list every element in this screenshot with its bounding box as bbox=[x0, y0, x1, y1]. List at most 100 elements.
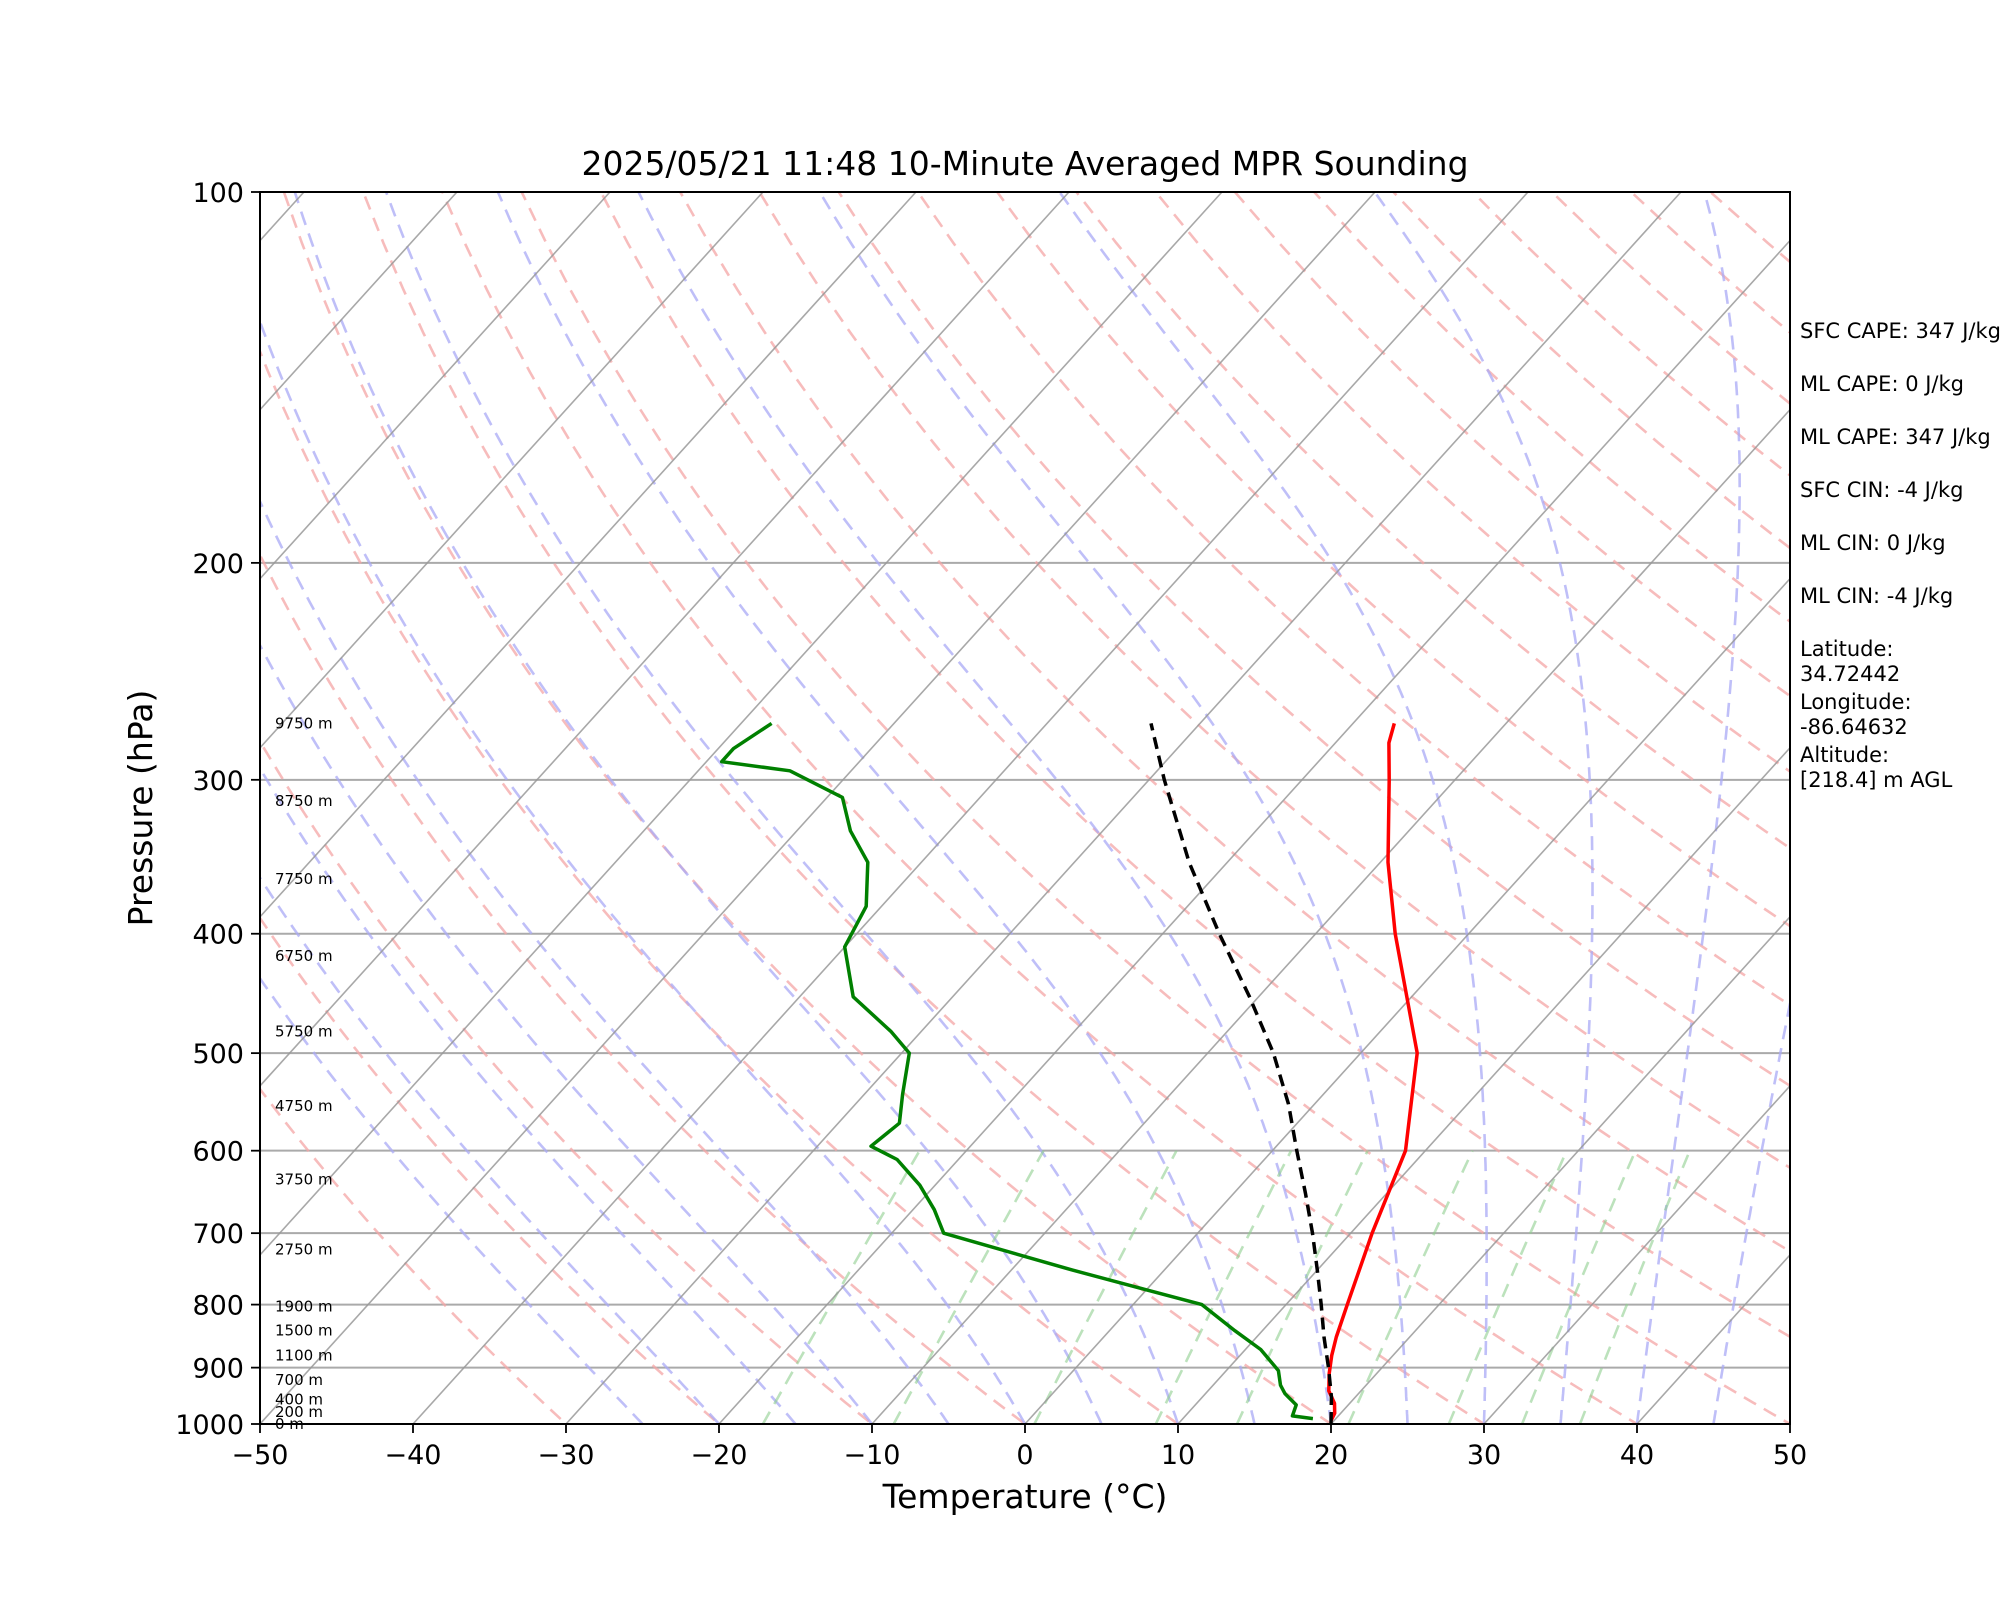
dry-adiabat-line bbox=[260, 1087, 568, 1424]
info-annotation: SFC CAPE: 347 J/kg bbox=[1800, 319, 2000, 343]
info-annotation: ML CAPE: 347 J/kg bbox=[1800, 425, 1991, 449]
isotherm-line bbox=[412, 192, 1529, 1424]
info-annotation: ML CIN: -4 J/kg bbox=[1800, 584, 1953, 608]
info-annotation: ML CAPE: 0 J/kg bbox=[1800, 372, 1964, 396]
moist-adiabat-line bbox=[1373, 192, 1594, 1424]
y-axis: 100 200 300 400 500 600 700 800 900 1000 bbox=[175, 178, 260, 1441]
info-annotation: ML CIN: 0 J/kg bbox=[1800, 531, 1946, 555]
dry-adiabats bbox=[260, 192, 1790, 1424]
dry-adiabat-line bbox=[837, 192, 1790, 1088]
x-tick-label: 0 bbox=[1016, 1440, 1033, 1471]
height-label: 700 m bbox=[275, 1371, 323, 1389]
y-tick-label: 400 bbox=[192, 920, 244, 951]
isotherms bbox=[260, 192, 1790, 1424]
moist-adiabat-line bbox=[1635, 192, 1742, 1424]
y-tick-label: 300 bbox=[192, 766, 244, 797]
isotherm-line bbox=[260, 192, 458, 411]
plot-area bbox=[260, 192, 1790, 1424]
x-tick-label: −20 bbox=[691, 1440, 748, 1471]
moist-adiabat-line bbox=[260, 498, 950, 1424]
isotherm-line bbox=[260, 192, 1376, 1424]
height-label: 200 m bbox=[275, 1403, 323, 1421]
x-tick-label: −30 bbox=[538, 1440, 595, 1471]
chart-title: 2025/05/21 11:48 10-Minute Averaged MPR … bbox=[581, 144, 1468, 183]
mixing-ratio-line bbox=[761, 1150, 921, 1424]
moist-adiabat-line bbox=[260, 642, 874, 1424]
isotherm-line bbox=[260, 192, 917, 919]
dry-adiabat-line bbox=[260, 552, 1028, 1424]
moist-adiabats bbox=[260, 192, 1790, 1424]
dry-adiabat-line bbox=[282, 192, 1334, 1424]
height-label: 5750 m bbox=[275, 1022, 333, 1040]
dry-adiabat-line bbox=[260, 738, 875, 1424]
x-tick-label: −40 bbox=[385, 1440, 442, 1471]
moist-adiabat-line bbox=[637, 192, 1333, 1424]
isotherm-line bbox=[1483, 1084, 1790, 1424]
sounding-series bbox=[719, 721, 1419, 1424]
mixing-ratio-line bbox=[1033, 1150, 1178, 1424]
isotherm-line bbox=[260, 192, 1223, 1257]
info-annotation: Altitude: [218.4] m AGL bbox=[1800, 743, 1953, 792]
moist-adiabat-line bbox=[818, 192, 1409, 1424]
mixing-ratio-line bbox=[1154, 1150, 1293, 1424]
sounding-info-panel: SFC CAPE: 347 J/kg ML CAPE: 0 J/kg ML CAPE… bbox=[1800, 319, 2000, 792]
moist-adiabat-line bbox=[260, 875, 720, 1424]
height-label: 8750 m bbox=[275, 792, 333, 810]
isotherm-line bbox=[718, 239, 1790, 1424]
y-axis-title: Pressure (hPa) bbox=[121, 690, 160, 927]
y-tick-label: 200 bbox=[192, 549, 244, 580]
x-tick-label: 40 bbox=[1620, 1440, 1654, 1471]
height-label: 4750 m bbox=[275, 1097, 333, 1115]
mixing-ratio-line bbox=[892, 1150, 1045, 1424]
info-annotation: Longitude: -86.64632 bbox=[1800, 690, 1912, 739]
dry-adiabat-line bbox=[361, 192, 1487, 1424]
x-tick-label: 50 bbox=[1773, 1440, 1807, 1471]
height-label: 7750 m bbox=[275, 870, 333, 888]
isotherm-line bbox=[1330, 915, 1790, 1424]
height-label: 9750 m bbox=[275, 714, 333, 732]
height-label: 6750 m bbox=[275, 947, 333, 965]
moist-adiabat-line bbox=[496, 192, 1256, 1424]
y-tick-label: 1000 bbox=[175, 1410, 244, 1441]
temperature-line bbox=[1327, 722, 1419, 1422]
mixing-ratio-line bbox=[1520, 1150, 1637, 1424]
y-tick-label: 500 bbox=[192, 1039, 244, 1070]
height-label: 1900 m bbox=[275, 1298, 333, 1316]
x-tick-label: −10 bbox=[844, 1440, 901, 1471]
isotherm-line bbox=[260, 192, 611, 580]
moist-adiabat-line bbox=[1712, 997, 1790, 1424]
moist-adiabat-line bbox=[260, 976, 644, 1424]
height-label: 3750 m bbox=[275, 1170, 333, 1188]
x-tick-label: −50 bbox=[232, 1440, 289, 1471]
height-label: 400 m bbox=[275, 1390, 323, 1408]
y-tick-label: 100 bbox=[192, 178, 244, 209]
info-annotation: Latitude: 34.72442 bbox=[1800, 637, 1900, 686]
isotherm-line bbox=[871, 408, 1790, 1424]
height-label: 2750 m bbox=[275, 1241, 333, 1259]
x-axis-title: Temperature (°C) bbox=[882, 1477, 1168, 1516]
dry-adiabat-line bbox=[758, 192, 1790, 1170]
isobar-grid bbox=[260, 192, 1790, 1424]
moist-adiabat-line bbox=[260, 317, 1027, 1424]
height-label: 1100 m bbox=[275, 1347, 333, 1365]
y-tick-label: 900 bbox=[192, 1354, 244, 1385]
isotherm-line bbox=[565, 192, 1682, 1424]
info-annotation: SFC CIN: -4 J/kg bbox=[1800, 478, 1963, 502]
moist-adiabat-line bbox=[384, 192, 1180, 1424]
dewpoint-line bbox=[719, 721, 1314, 1421]
dry-adiabat-line bbox=[599, 192, 1790, 1339]
y-tick-label: 800 bbox=[192, 1291, 244, 1322]
isotherm-line bbox=[1024, 577, 1790, 1424]
mixing-ratio-line bbox=[1235, 1150, 1369, 1424]
moist-adiabat-line bbox=[293, 192, 1103, 1424]
mixing-ratio-line bbox=[1578, 1150, 1691, 1424]
dry-adiabat-line bbox=[520, 192, 1790, 1424]
mixing-ratio-lines bbox=[761, 1150, 1691, 1424]
parcel-line bbox=[1149, 722, 1334, 1424]
isotherm-line bbox=[1177, 746, 1790, 1424]
x-tick-label: 30 bbox=[1467, 1440, 1501, 1471]
dry-adiabat-line bbox=[260, 915, 722, 1424]
y-tick-label: 600 bbox=[192, 1137, 244, 1168]
